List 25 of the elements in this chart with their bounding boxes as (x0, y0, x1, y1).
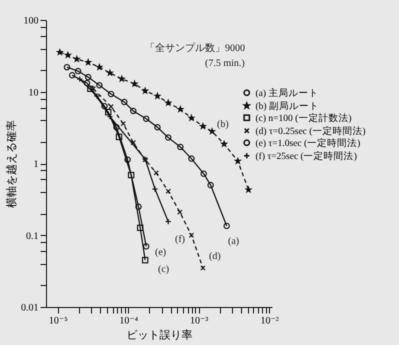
y-tick-label: 1 (34, 159, 38, 170)
annotation: 「全サンプル数」9000 (145, 42, 245, 54)
x-tick-label: 10⁻⁴ (119, 316, 139, 326)
x-tick-label: 10⁻³ (190, 316, 208, 326)
annotation: (d) (209, 251, 221, 262)
annotation: (7.5 min.) (205, 58, 245, 69)
legend-label: (d) τ=0.25sec (一定時間法) (256, 124, 366, 137)
legend-label: (e) τ=1.0sec (一定時間法) (256, 136, 360, 149)
y-tick-label: 10 (28, 87, 38, 98)
legend-label: (c) n=100 (一定計数法) (256, 112, 352, 124)
annotation: (e) (155, 247, 166, 258)
y-tick-label: 0.1 (26, 230, 38, 242)
legend-label: (a) 主局ルート (256, 86, 318, 99)
x-tick-label: 10⁻⁵ (48, 316, 68, 326)
y-tick-label: 100 (24, 16, 38, 26)
y-tick-label: 0.01 (21, 302, 38, 314)
legend-label: (f) τ=25sec (一定時間法) (256, 150, 357, 162)
x-tick-label: 10⁻² (260, 316, 279, 326)
annotation: (a) (228, 236, 240, 247)
annotation: (b) (217, 119, 229, 130)
x-axis-title: ビット誤り率 (126, 328, 192, 342)
y-axis-title: 横軸を越える確率 (5, 120, 18, 208)
annotation: (f) (175, 234, 185, 245)
annotation: (c) (158, 264, 170, 275)
legend-label: (b) 副局ルート (256, 100, 319, 112)
